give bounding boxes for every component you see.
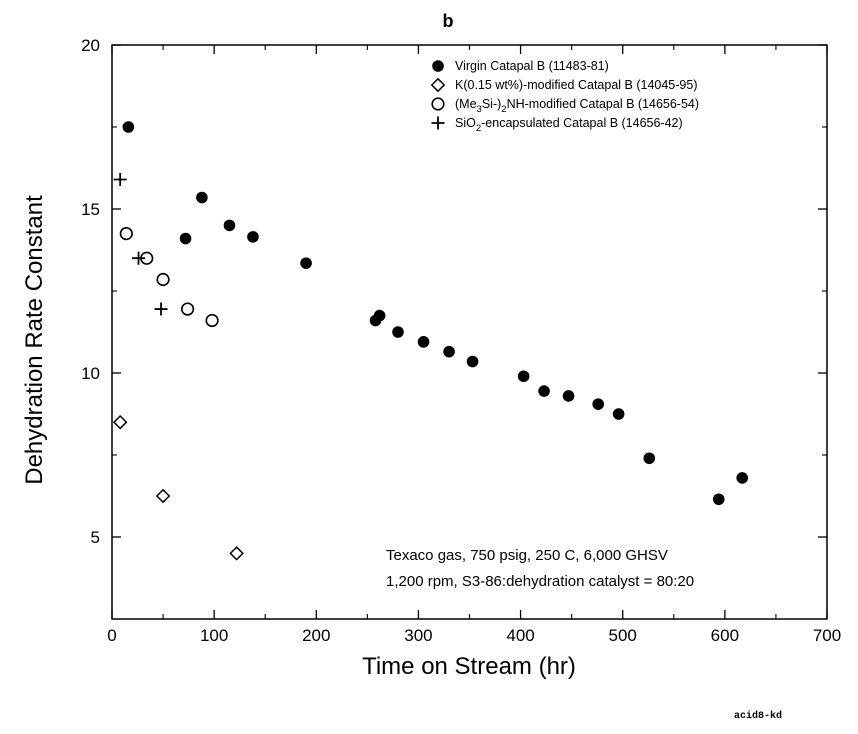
virgin-point [612, 408, 625, 420]
footer-code: acid8-kd [734, 710, 782, 722]
y-axis-title: Dehydration Rate Constant [21, 195, 48, 485]
x-tick-label: 200 [302, 626, 330, 645]
virgin-point [223, 219, 236, 232]
virgin-point [592, 398, 604, 410]
legend-label-part: Virgin Catapal B (11483-81) [455, 59, 609, 73]
legend-label: (Me3Si-)2NH-modified Catapal B (14656-54… [455, 97, 699, 115]
y-tick-labels: 5 10 15 20 [81, 36, 100, 547]
legend-label-part: 2 [501, 104, 506, 115]
series-virgin-point [122, 121, 749, 506]
virgin-point [443, 345, 455, 358]
panel-label: b [443, 11, 454, 31]
y-tick-label: 20 [81, 36, 100, 55]
y-tick-label: 5 [91, 528, 100, 547]
legend-label-part: -encapsulated Catapal B (14656-42) [481, 116, 683, 130]
legend-label-part: (Me [455, 97, 477, 111]
k-modified-point [229, 546, 244, 561]
virgin-point [643, 452, 656, 465]
me3si-modified-point [119, 227, 133, 241]
x-tick-label: 0 [107, 626, 116, 645]
y-tick-label: 10 [81, 364, 100, 383]
virgin-point [247, 231, 259, 243]
sio2-encapsulated-point [132, 251, 146, 265]
virgin-point [417, 336, 430, 348]
x-tick-label: 600 [711, 626, 739, 645]
x-tick-label: 100 [200, 626, 228, 645]
virgin-point [517, 370, 530, 383]
legend-label: Virgin Catapal B (11483-81) [455, 59, 609, 73]
x-tick-labels: 0 100 200 300 400 500 600 700 [107, 626, 841, 645]
legend-label: SiO2-encapsulated Catapal B (14656-42) [455, 116, 683, 134]
annotation-line-2: 1,200 rpm, S3-86:dehydration catalyst = … [386, 573, 694, 590]
virgin-point [466, 355, 479, 368]
k-modified-point [112, 414, 128, 430]
sio2-encapsulated-point [154, 302, 168, 316]
legend-label-part: 3 [477, 104, 482, 115]
legend-marker-sio2-encapsulated-point [431, 116, 445, 130]
me3si-modified-point [180, 302, 195, 316]
virgin-point [122, 121, 135, 133]
sio2-encapsulated-point [113, 172, 127, 186]
me3si-modified-point [205, 313, 219, 328]
legend-label-part: K(0.15 wt%)-modified Catapal B (14045-95… [455, 78, 697, 92]
virgin-point [562, 390, 575, 402]
legend-label-part: SiO [455, 116, 476, 130]
annotation-line-1: Texaco gas, 750 psig, 250 C, 6,000 GHSV [386, 547, 668, 564]
plot-frame [111, 44, 828, 620]
legend-label: K(0.15 wt%)-modified Catapal B (14045-95… [455, 78, 697, 92]
x-tick-label: 700 [813, 626, 841, 645]
virgin-point [373, 309, 386, 322]
series-sio2-encapsulated-point [113, 172, 168, 316]
x-tick-label: 400 [506, 626, 534, 645]
me3si-modified-point [156, 272, 170, 287]
legend-label-part: NH-modified Catapal B (14656-54) [507, 97, 699, 111]
virgin-point [179, 232, 192, 245]
virgin-point [736, 472, 749, 484]
k-modified-point [155, 488, 171, 504]
legend-label-part: 2 [476, 123, 481, 134]
data-points [112, 121, 749, 561]
legend-marker-k-modified-point [430, 77, 446, 93]
x-tick-label: 300 [404, 626, 432, 645]
axis-ticks [111, 44, 828, 619]
legend: Virgin Catapal B (11483-81) K(0.15 wt%)-m… [430, 59, 699, 134]
legend-marker-virgin-point [432, 60, 444, 72]
legend-label-part: Si-) [482, 97, 501, 111]
series-me3si-modified-point [119, 227, 219, 328]
virgin-point [538, 385, 550, 397]
virgin-point [196, 191, 208, 204]
series-k-modified-point [112, 414, 244, 561]
virgin-point [300, 257, 312, 269]
x-axis-title: Time on Stream (hr) [362, 653, 576, 680]
y-tick-label: 15 [81, 200, 100, 219]
legend-marker-me3si-modified-point [431, 97, 445, 111]
virgin-point [712, 493, 725, 506]
x-tick-label: 500 [609, 626, 637, 645]
virgin-point [392, 326, 404, 338]
